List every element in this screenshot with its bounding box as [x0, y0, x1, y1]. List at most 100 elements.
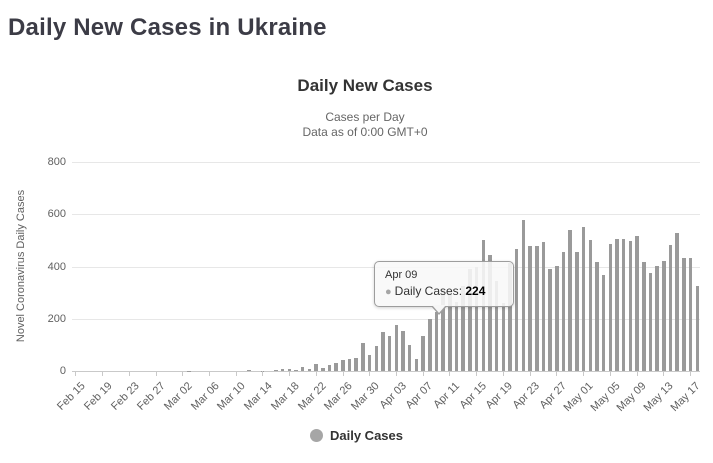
- x-axis-tick-label: Feb 19: [81, 380, 115, 413]
- bar-may-14[interactable]: [668, 244, 673, 371]
- x-axis-tick-label: Mar 06: [188, 380, 222, 413]
- x-axis-tick-label: Feb 23: [108, 380, 142, 413]
- bar-mar-31[interactable]: [374, 345, 379, 371]
- tooltip-series-dot-icon: ●: [385, 286, 392, 298]
- bar-apr-10[interactable]: [441, 289, 445, 371]
- bar-mar-24[interactable]: [327, 364, 332, 371]
- bar-may-03[interactable]: [595, 261, 599, 371]
- legend-marker-icon: [310, 429, 323, 442]
- bar-may-02[interactable]: [588, 239, 593, 371]
- bar-may-07[interactable]: [621, 239, 626, 371]
- x-axis-tick-label: Apr 15: [457, 380, 489, 412]
- bar-mar-21[interactable]: [307, 369, 312, 371]
- x-axis-tick: [182, 371, 184, 376]
- x-axis-tick-label: Mar 14: [242, 380, 275, 413]
- bar-may-15[interactable]: [675, 233, 679, 371]
- bar-apr-23[interactable]: [528, 246, 532, 371]
- bar-apr-29[interactable]: [568, 229, 572, 371]
- bar-mar-25[interactable]: [334, 362, 338, 371]
- bar-apr-08[interactable]: [428, 318, 432, 371]
- bar-apr-15[interactable]: [474, 267, 479, 371]
- bar-may-10[interactable]: [642, 262, 646, 371]
- bar-may-08[interactable]: [628, 240, 633, 371]
- bar-apr-07[interactable]: [421, 335, 425, 371]
- bar-may-09[interactable]: [635, 236, 639, 371]
- bar-may-16[interactable]: [682, 257, 686, 371]
- tooltip-date: Apr 09: [385, 269, 418, 281]
- bar-apr-19[interactable]: [501, 302, 506, 371]
- x-axis-tick: [235, 371, 237, 376]
- bar-mar-20[interactable]: [300, 367, 305, 371]
- bar-may-12[interactable]: [655, 265, 659, 371]
- bar-may-17[interactable]: [688, 257, 693, 371]
- bar-mar-29[interactable]: [361, 342, 365, 371]
- bar-mar-19[interactable]: [294, 369, 298, 371]
- x-axis-tick: [155, 371, 157, 376]
- bar-apr-12[interactable]: [454, 301, 459, 371]
- chart-subtitle-data-asof: Data as of 0:00 GMT+0: [302, 125, 428, 139]
- bar-mar-27[interactable]: [347, 358, 352, 371]
- bar-apr-11[interactable]: [448, 290, 452, 371]
- x-axis-tick: [476, 371, 478, 376]
- bar-apr-28[interactable]: [561, 251, 566, 371]
- bar-mar-30[interactable]: [367, 354, 372, 371]
- bar-may-04[interactable]: [601, 275, 606, 371]
- x-axis-tick: [689, 371, 691, 376]
- y-axis-tick-label: 400: [47, 260, 66, 273]
- bar-may-05[interactable]: [608, 243, 613, 371]
- x-axis-tick: [529, 371, 531, 376]
- bar-apr-02[interactable]: [387, 336, 392, 371]
- bar-apr-04[interactable]: [401, 331, 405, 371]
- bar-may-13[interactable]: [662, 260, 666, 371]
- plot-area: 800 600 400 200 0 Feb 15 Feb 19 Feb 23 Feb 27 Ma…: [48, 156, 703, 414]
- legend-item-daily-cases[interactable]: Daily Cases: [0, 428, 713, 443]
- bar-series: [72, 162, 700, 371]
- bar-apr-03[interactable]: [394, 325, 399, 371]
- x-axis-tick-label: Mar 10: [215, 380, 249, 413]
- gridline: [72, 162, 700, 163]
- bar-apr-13[interactable]: [461, 286, 465, 371]
- bar-apr-26[interactable]: [548, 268, 552, 371]
- tooltip-series-line: ● Daily Cases: 224: [385, 284, 486, 298]
- bar-mar-22[interactable]: [314, 364, 318, 371]
- x-axis-tick-label: Apr 11: [431, 380, 462, 411]
- bar-mar-23[interactable]: [321, 368, 325, 371]
- bar-apr-27[interactable]: [555, 266, 559, 371]
- x-axis-tick-label: Mar 26: [322, 380, 356, 413]
- bar-apr-05[interactable]: [407, 344, 412, 371]
- bar-apr-17[interactable]: [488, 255, 492, 371]
- x-axis-tick-label: Apr 03: [377, 380, 409, 412]
- x-axis-tick: [502, 371, 504, 376]
- gridline: [72, 318, 700, 320]
- bar-apr-01[interactable]: [381, 332, 385, 371]
- x-axis-tick: [262, 371, 264, 376]
- bar-may-11[interactable]: [648, 273, 653, 371]
- bar-mar-16[interactable]: [274, 369, 278, 371]
- bar-may-18[interactable]: [695, 286, 700, 371]
- x-axis-tick-label: Feb 27: [135, 380, 168, 413]
- bar-apr-24[interactable]: [535, 246, 539, 371]
- bar-mar-12[interactable]: [247, 370, 251, 371]
- bar-mar-26[interactable]: [341, 359, 345, 371]
- x-axis-tick: [636, 371, 638, 376]
- bar-mar-18[interactable]: [287, 369, 292, 371]
- bar-apr-14[interactable]: [468, 268, 472, 371]
- bar-may-06[interactable]: [615, 238, 619, 371]
- bar-apr-22[interactable]: [521, 220, 526, 371]
- bar-apr-06[interactable]: [414, 359, 419, 371]
- x-axis-tick: [609, 371, 611, 376]
- bar-apr-18[interactable]: [494, 281, 499, 371]
- x-axis-tick: [583, 371, 585, 376]
- bar-mar-28[interactable]: [354, 358, 358, 371]
- y-axis-tick-label: 200: [47, 312, 66, 325]
- bar-may-01[interactable]: [581, 227, 586, 371]
- bar-apr-09[interactable]: [434, 312, 439, 371]
- bar-apr-20[interactable]: [508, 262, 512, 371]
- bar-apr-30[interactable]: [575, 252, 579, 371]
- bar-apr-21[interactable]: [514, 249, 519, 371]
- bar-mar-17[interactable]: [280, 369, 285, 371]
- gridline: [72, 371, 700, 372]
- x-axis-tick: [449, 371, 451, 376]
- x-axis-tick: [102, 371, 104, 376]
- bar-apr-25[interactable]: [541, 242, 546, 371]
